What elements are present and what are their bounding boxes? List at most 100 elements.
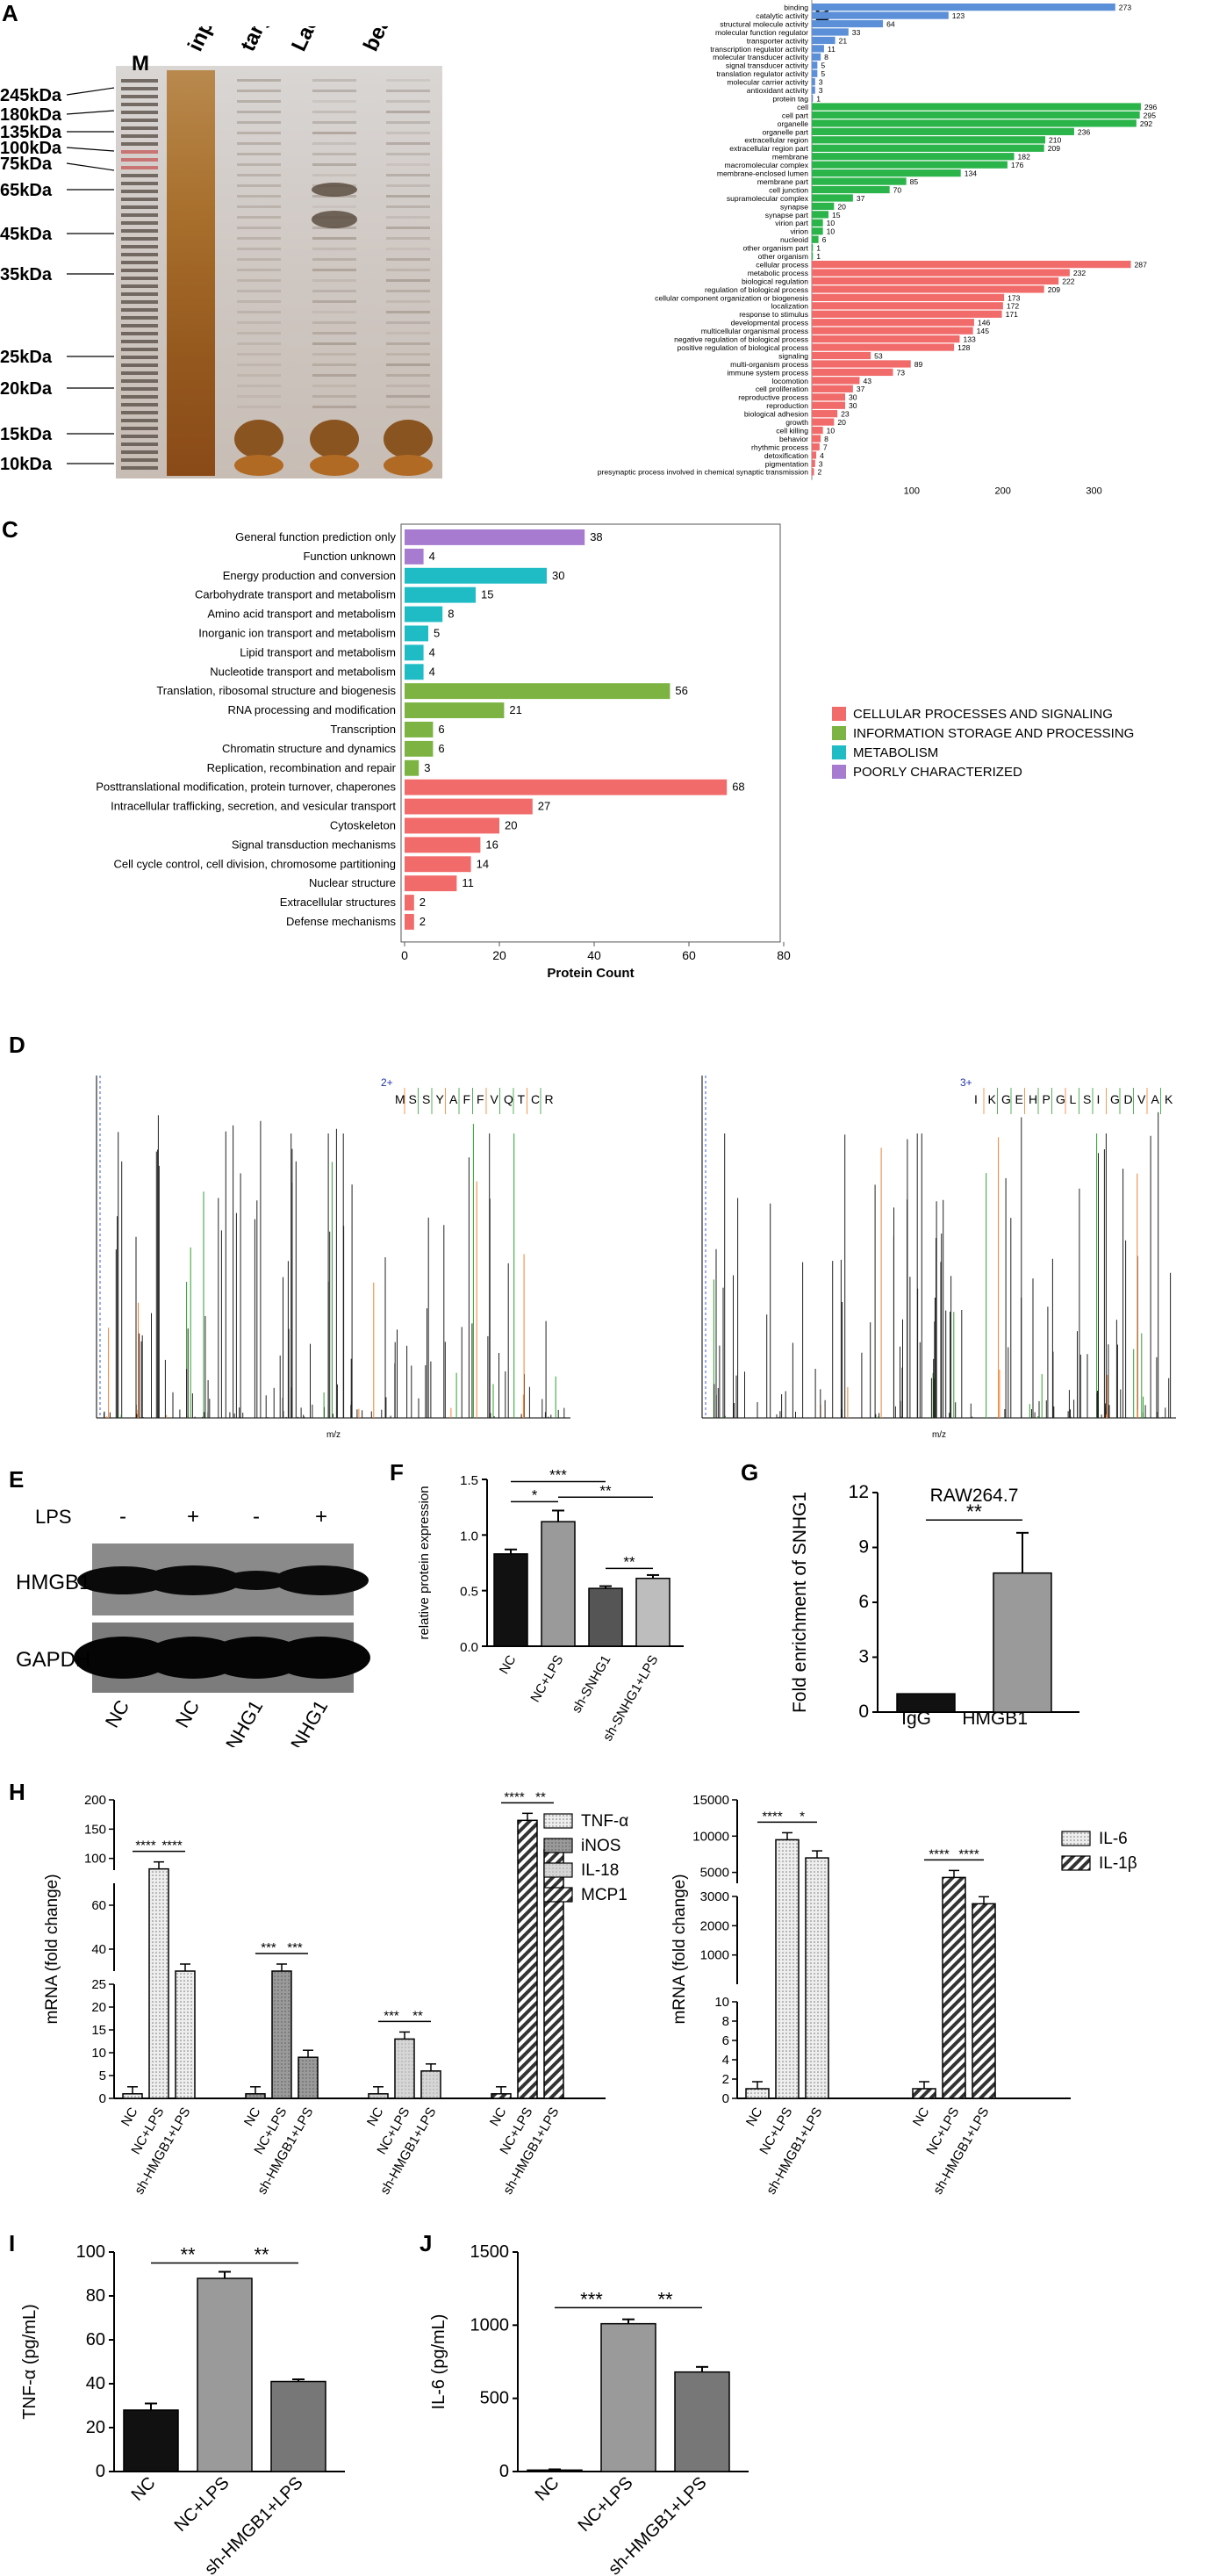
ladder-band	[121, 435, 158, 438]
sequence-residue: Y	[436, 1092, 445, 1106]
significance-label: ***	[287, 1940, 303, 1955]
data-bar	[245, 2093, 266, 2099]
go-value-label: 176	[1011, 161, 1024, 169]
data-bar	[175, 1970, 196, 2099]
protein-band	[237, 205, 281, 208]
low-mw-band	[384, 455, 433, 476]
protein-band	[237, 100, 281, 103]
go-value-label: 10	[827, 426, 835, 435]
x-axis-title: Protein Count	[547, 966, 634, 981]
go-value-label: 292	[1140, 119, 1153, 128]
x-tick-label: 60	[682, 948, 696, 962]
cog-value-label: 56	[675, 684, 687, 697]
go-value-label: 7	[823, 443, 828, 451]
data-bar	[896, 1693, 956, 1713]
data-bar	[993, 1572, 1052, 1713]
spectrum-x-label: m/z	[326, 1430, 341, 1440]
cog-value-label: 4	[429, 665, 435, 678]
go-value-label: 6	[822, 235, 827, 244]
cog-value-label: 11	[462, 876, 474, 889]
go-category-label: protein tag	[772, 94, 808, 103]
low-mw-band	[310, 420, 359, 458]
cog-category-label: Nucleotide transport and metabolism	[210, 665, 396, 678]
cog-bar	[405, 702, 505, 718]
protein-band	[237, 111, 281, 113]
legend-label: iNOS	[581, 1837, 620, 1855]
go-value-label: 296	[1144, 103, 1158, 112]
go-category-label: behavior	[779, 435, 808, 443]
go-value-label: 64	[886, 19, 895, 28]
go-value-label: 209	[1048, 144, 1061, 153]
cog-value-label: 6	[438, 723, 444, 736]
x-tick-label: 20	[492, 948, 506, 962]
protein-band	[312, 174, 356, 176]
protein-band	[312, 342, 356, 345]
legend-swatch	[543, 1838, 573, 1853]
marker-tick	[66, 110, 115, 115]
y-tick-label: 3000	[700, 1889, 729, 1904]
significance-label: ****	[958, 1846, 979, 1861]
protein-band	[386, 90, 430, 92]
legend-label: INFORMATION STORAGE AND PROCESSING	[853, 726, 1134, 741]
y-tick-label: 200	[84, 1793, 106, 1808]
data-bar	[122, 2093, 143, 2099]
panel-c-cog-chart: 0 20 40 60 80 Protein Count General function p…	[96, 523, 1134, 981]
y-axis-title: TNF-α (pg/mL)	[20, 2304, 39, 2420]
cog-value-label: 4	[429, 550, 435, 563]
ladder-band	[121, 308, 158, 312]
panel-h-left-chart: 0 5 10 15 20 25 40 60 100 150 200 mRNA (fold change…	[43, 1789, 628, 2197]
gel-bands	[234, 79, 433, 476]
go-value-label: 20	[837, 418, 846, 427]
sequence-residue: A	[1151, 1092, 1160, 1106]
protein-band	[386, 79, 430, 82]
go-category-label: macromolecular complex	[724, 161, 808, 169]
legend-swatch	[543, 1813, 573, 1829]
go-bar	[812, 285, 1044, 293]
legend-swatch	[832, 707, 846, 721]
protein-band	[237, 269, 281, 271]
go-value-label: 10	[827, 227, 835, 236]
protein-band	[386, 153, 430, 155]
go-bar	[812, 235, 819, 243]
low-mw-band	[234, 455, 283, 476]
go-category-label: cell junction	[769, 185, 808, 194]
legend-label: MCP1	[581, 1886, 628, 1904]
cog-value-label: 5	[434, 627, 440, 640]
go-value-label: 232	[1073, 269, 1086, 277]
data-bar	[588, 1587, 623, 1647]
significance-label: **	[657, 2288, 673, 2310]
cog-category-label: Energy production and conversion	[223, 569, 396, 582]
go-bar	[812, 36, 835, 45]
go-bar	[812, 343, 955, 351]
cog-category-label: Cell cycle control, cell division, chrom…	[113, 857, 396, 870]
go-bar	[812, 111, 1140, 119]
go-bar	[812, 169, 961, 177]
protein-band	[386, 269, 430, 271]
y-tick-label: 0	[722, 2091, 729, 2106]
cog-category-label: RNA processing and modification	[228, 703, 397, 716]
y-tick-label: 4	[722, 2053, 729, 2068]
ladder-band	[121, 198, 158, 201]
protein-band	[386, 258, 430, 261]
lps-state: -	[253, 1505, 260, 1529]
go-category-label: catalytic activity	[756, 11, 808, 20]
data-bar	[491, 2093, 512, 2099]
low-mw-band	[234, 420, 283, 458]
go-bar	[812, 94, 814, 103]
go-category-label: reproductive process	[738, 393, 808, 402]
protein-band	[312, 163, 356, 166]
y-tick-label: 1.5	[460, 1473, 478, 1488]
lps-label: LPS	[35, 1506, 72, 1528]
sequence-residue: R	[545, 1092, 554, 1106]
ladder-band	[121, 379, 158, 383]
protein-band	[312, 111, 356, 113]
y-tick-label: 10	[714, 1995, 729, 2010]
y-tick-label: 20	[91, 2000, 106, 2015]
ladder-band	[121, 300, 158, 304]
protein-band	[237, 332, 281, 335]
significance-label: **	[412, 2008, 423, 2023]
go-bar	[812, 459, 815, 467]
protein-band	[386, 174, 430, 176]
sequence-residue: G	[1001, 1092, 1011, 1106]
ladder-band	[121, 277, 158, 280]
